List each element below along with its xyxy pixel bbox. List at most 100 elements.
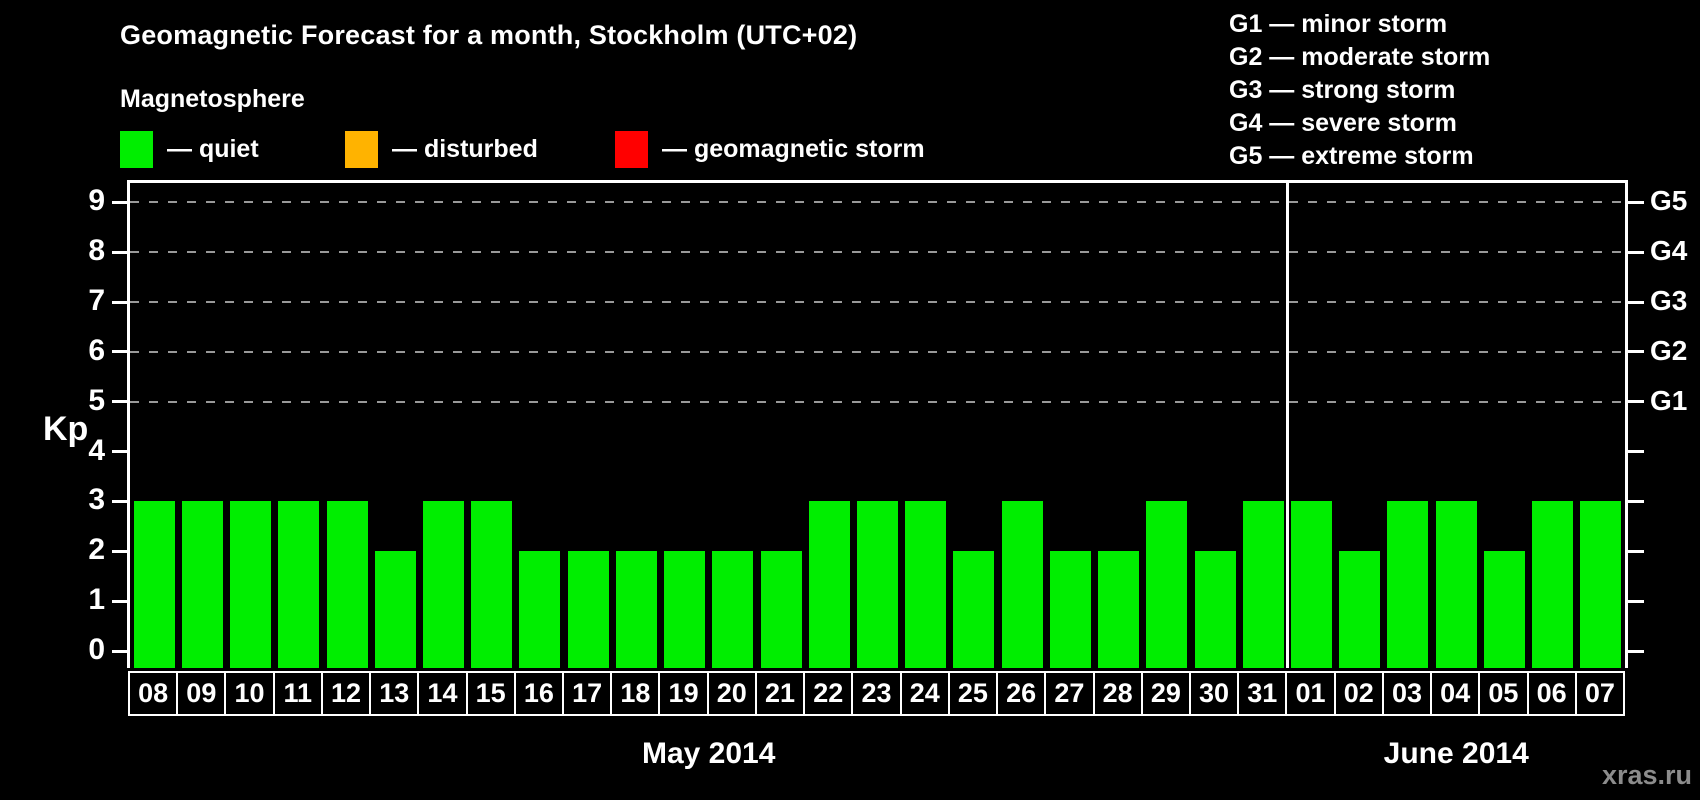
y-tick-left-5 [112, 400, 127, 404]
y-tick-left-9 [112, 200, 127, 204]
y-tick-left-2 [112, 549, 127, 553]
kp-bar-05 [1483, 551, 1525, 668]
kp-bar-18 [615, 551, 657, 668]
gridline-kp9 [130, 201, 1625, 204]
kp-bar-28 [1098, 551, 1140, 668]
kp-bar-27 [1049, 551, 1091, 668]
kp-bar-12 [326, 501, 368, 668]
y-tick-left-4 [112, 450, 127, 454]
y-tick-right-8 [1628, 250, 1644, 254]
day-label-13: 13 [369, 671, 420, 716]
y-tick-left-6 [112, 350, 127, 354]
day-label-28: 28 [1092, 671, 1143, 716]
day-label-22: 22 [803, 671, 854, 716]
day-label-04: 04 [1430, 671, 1481, 716]
day-label-19: 19 [658, 671, 709, 716]
y-tick-label-1: 1 [88, 583, 105, 617]
g-scale-legend-line: G4 — severe storm [1229, 109, 1457, 137]
kp-bar-06 [1532, 501, 1574, 668]
gridline-kp7 [130, 301, 1625, 304]
kp-bar-24 [905, 501, 947, 668]
day-label-25: 25 [947, 671, 999, 716]
kp-bar-11 [278, 501, 320, 668]
kp-bar-23 [857, 501, 898, 668]
kp-bar-02 [1339, 551, 1381, 668]
legend-item: — disturbed [345, 129, 538, 169]
plot-border-left [127, 180, 130, 668]
day-label-18: 18 [610, 671, 661, 716]
kp-bar-30 [1194, 551, 1236, 668]
y-tick-label-6: 6 [88, 333, 105, 367]
gridline-kp8 [130, 251, 1625, 254]
day-label-21: 21 [754, 671, 806, 716]
g-scale-legend: G1 — minor storm G2 — moderate storm G3 — … [1229, 8, 1490, 173]
day-label-08: 08 [128, 671, 179, 716]
chart-title: Geomagnetic Forecast for a month, Stockh… [120, 20, 858, 50]
y-tick-right-7 [1628, 300, 1644, 304]
y-tick-right-6 [1628, 350, 1644, 354]
g-scale-legend-line: G5 — extreme storm [1229, 142, 1474, 170]
right-axis-label-G1: G1 [1650, 384, 1688, 416]
magnetosphere-label: Magnetosphere [120, 85, 305, 113]
day-label-07: 07 [1574, 671, 1625, 716]
y-tick-right-1 [1628, 599, 1644, 603]
y-axis-title: Kp [43, 410, 89, 448]
gridline-kp6 [130, 350, 1625, 353]
legend-label-1: — disturbed [392, 134, 538, 163]
y-tick-left-3 [112, 499, 127, 503]
kp-bar-07 [1580, 501, 1622, 668]
day-label-11: 11 [272, 671, 323, 716]
legend-swatch-1 [345, 130, 378, 168]
y-tick-label-4: 4 [88, 433, 105, 467]
right-axis-label-G5: G5 [1650, 185, 1688, 217]
day-label-03: 03 [1381, 671, 1433, 716]
g-scale-legend-line: G1 — minor storm [1229, 10, 1448, 38]
day-label-23: 23 [851, 671, 902, 716]
y-tick-right-4 [1628, 450, 1644, 454]
kp-bar-20 [712, 551, 754, 668]
kp-bar-04 [1435, 501, 1477, 668]
day-label-27: 27 [1044, 671, 1095, 716]
kp-bar-21 [760, 551, 802, 668]
day-label-26: 26 [996, 671, 1047, 716]
kp-bar-14 [422, 501, 464, 668]
day-label-24: 24 [899, 671, 950, 716]
y-tick-label-2: 2 [88, 533, 105, 567]
y-tick-right-9 [1628, 200, 1644, 204]
y-tick-label-5: 5 [88, 383, 105, 417]
kp-bar-22 [808, 501, 850, 668]
y-tick-label-3: 3 [88, 483, 105, 517]
legend-label-2: — geomagnetic storm [662, 134, 925, 163]
day-label-30: 30 [1188, 671, 1240, 716]
day-label-14: 14 [417, 671, 468, 716]
kp-bar-09 [181, 501, 223, 668]
plot-border-top [127, 180, 1628, 183]
legend-item: — geomagnetic storm [615, 129, 925, 169]
day-label-17: 17 [562, 671, 613, 716]
legend-swatch-2 [615, 130, 648, 168]
y-tick-label-8: 8 [88, 234, 105, 268]
y-tick-label-7: 7 [88, 284, 105, 318]
y-tick-right-2 [1628, 549, 1644, 553]
day-label-10: 10 [224, 671, 275, 716]
y-tick-right-0 [1628, 649, 1644, 653]
kp-bar-03 [1387, 501, 1429, 668]
month-label-0: May 2014 [641, 737, 776, 770]
day-label-15: 15 [465, 671, 516, 716]
kp-bar-29 [1146, 501, 1188, 668]
kp-bar-16 [519, 551, 561, 668]
kp-bar-01 [1291, 501, 1333, 668]
y-tick-right-5 [1628, 400, 1644, 404]
month-label-1: June 2014 [1383, 737, 1529, 770]
day-label-05: 05 [1478, 671, 1529, 716]
y-tick-left-1 [112, 599, 127, 603]
g-scale-legend-line: G3 — strong storm [1229, 76, 1456, 104]
y-tick-right-3 [1628, 499, 1644, 503]
day-label-20: 20 [706, 671, 757, 716]
day-label-09: 09 [176, 671, 227, 716]
kp-bar-17 [567, 551, 609, 668]
y-tick-left-0 [112, 649, 127, 653]
legend-label-0: — quiet [167, 134, 259, 163]
day-label-12: 12 [320, 671, 372, 716]
